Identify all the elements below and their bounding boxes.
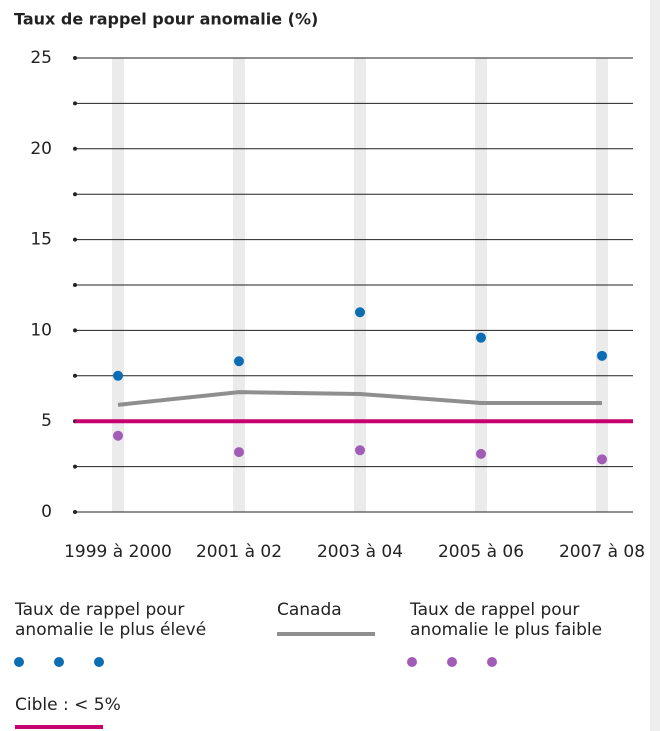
legend-swatch	[487, 657, 497, 667]
tick-mark	[73, 101, 77, 106]
marker	[476, 448, 486, 459]
tick-mark	[73, 328, 77, 333]
marker	[234, 447, 244, 458]
tick-mark	[73, 283, 77, 287]
legend-label: Taux de rappel pour anomalie le plus fai…	[410, 600, 603, 640]
tick-mark	[73, 146, 77, 151]
x-tick-label: 2001 à 02	[196, 542, 282, 562]
x-tick-label: 1999 à 2000	[64, 542, 172, 562]
marker	[113, 370, 123, 381]
marker	[355, 307, 365, 318]
x-tick-label: 2007 à 08	[559, 542, 645, 562]
tick-mark	[73, 373, 77, 378]
marker	[597, 454, 607, 465]
legend-swatch	[94, 657, 104, 667]
x-tick-label: 2003 à 04	[317, 542, 403, 562]
x-tick-label: 2005 à 06	[438, 542, 524, 562]
series-line	[117, 390, 602, 407]
y-tick-label: 15	[30, 230, 52, 250]
tick-mark	[73, 192, 77, 197]
y-tick-label: 5	[41, 411, 52, 431]
legend-swatch	[407, 657, 417, 667]
tick-mark	[73, 510, 77, 514]
legend-label: Taux de rappel pour anomalie le plus éle…	[15, 600, 207, 640]
side-strip	[650, 0, 660, 731]
chart-title: Taux de rappel pour anomalie (%)	[14, 10, 318, 29]
tick-mark	[73, 56, 77, 60]
tick-mark	[73, 464, 77, 469]
marker	[355, 445, 365, 456]
tick-mark	[73, 237, 77, 242]
legend-swatch	[14, 657, 24, 667]
legend-label: Canada	[277, 600, 342, 620]
marker	[234, 356, 244, 367]
y-tick-label: 20	[30, 139, 52, 159]
legend-label: Cible : < 5%	[15, 695, 121, 715]
y-tick-label: 0	[41, 502, 52, 522]
y-tick-label: 10	[30, 320, 52, 340]
marker	[597, 350, 607, 361]
marker	[113, 430, 123, 441]
marker	[476, 332, 486, 343]
y-tick-label: 25	[30, 48, 52, 68]
legend-swatch	[54, 657, 64, 667]
legend-swatch	[447, 657, 457, 667]
